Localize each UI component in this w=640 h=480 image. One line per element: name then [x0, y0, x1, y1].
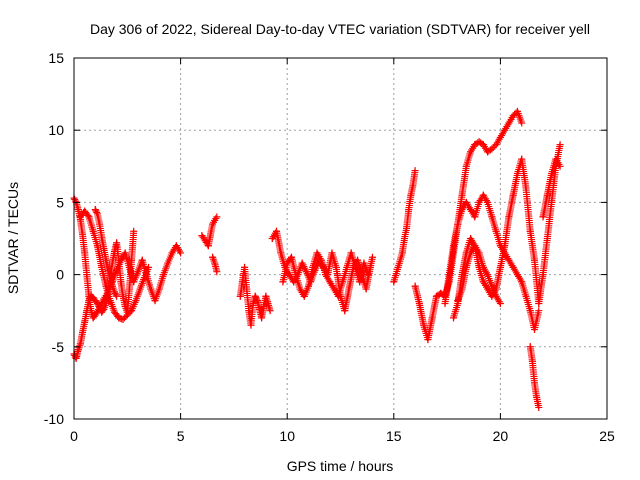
y-tick-label: -10: [44, 411, 64, 427]
series-markers: [390, 169, 419, 286]
series-markers: [539, 155, 563, 221]
series-markers: [236, 263, 274, 329]
series-yell-track-g: [236, 263, 274, 329]
series-markers: [279, 249, 371, 300]
axis-ticks: 0 5 10 15 20 25 -10 -5 0 5 10 15: [44, 50, 615, 444]
y-tick-label: 0: [56, 267, 64, 283]
y-tick-label: 10: [48, 122, 64, 138]
series-yell-track-p: [539, 155, 564, 221]
series-markers: [526, 343, 542, 409]
plot-frame: [73, 57, 608, 420]
series-markers: [91, 206, 120, 299]
x-tick-label: 10: [279, 428, 295, 444]
y-tick-label: 5: [56, 194, 64, 210]
y-axis-label: SDTVAR / TECUs: [5, 182, 21, 294]
series-markers: [209, 253, 220, 274]
chart-title: Day 306 of 2022, Sidereal Day-to-day VTE…: [90, 21, 590, 37]
series-markers: [450, 143, 564, 322]
x-tick-label: 0: [70, 428, 78, 444]
series-markers: [198, 215, 220, 250]
x-tick-label: 20: [493, 428, 509, 444]
x-tick-label: 25: [599, 428, 615, 444]
data-series: [70, 107, 564, 411]
series-yell-track-k: [411, 107, 526, 344]
series-yell-track-c: [76, 207, 153, 323]
x-tick-label: 5: [177, 428, 185, 444]
series-markers: [76, 207, 152, 323]
y-tick-label: -5: [52, 339, 65, 355]
series-yell-track-d: [91, 206, 121, 300]
grid-lines: [74, 58, 607, 419]
series-yell-track-e: [198, 213, 221, 250]
series-markers: [454, 242, 503, 306]
series-yell-track-o: [526, 343, 543, 411]
data-point: [213, 213, 221, 221]
y-tick-label: 15: [48, 50, 64, 66]
series-yell-track-i: [279, 249, 372, 300]
data-point: [496, 299, 504, 307]
series-yell-track-n: [454, 242, 504, 307]
series-yell-track-j: [390, 167, 419, 286]
series-yell-track-f: [209, 253, 221, 276]
x-axis-label: GPS time / hours: [287, 458, 394, 474]
x-tick-label: 15: [386, 428, 402, 444]
